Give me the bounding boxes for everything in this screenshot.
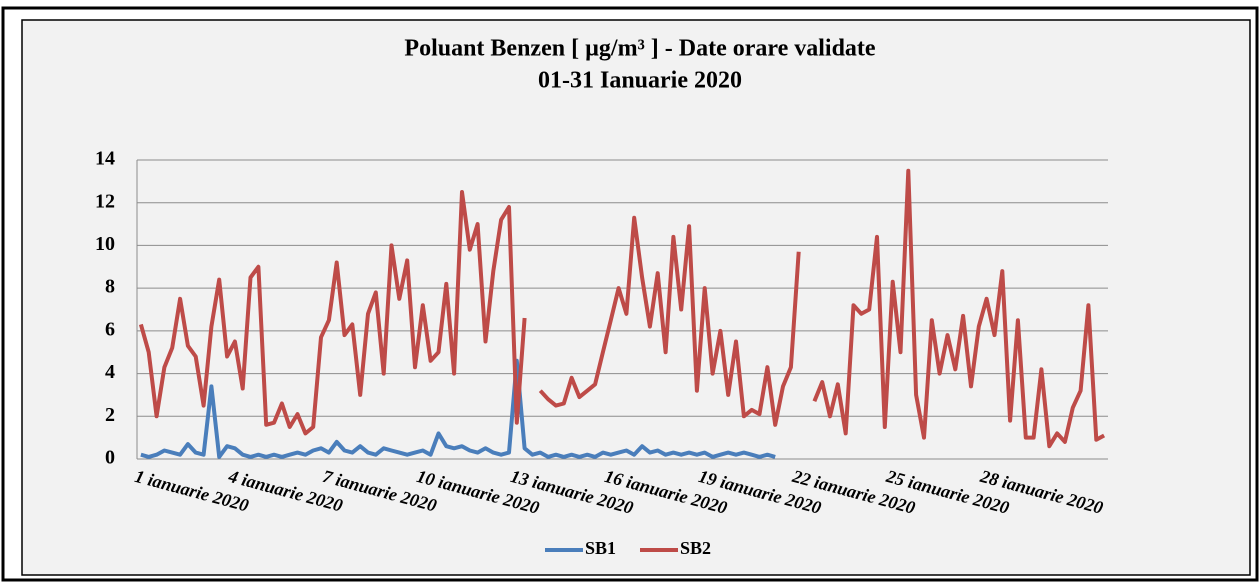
y-tick-label: 12	[95, 190, 115, 212]
y-tick-label: 4	[105, 361, 115, 383]
y-tick-label: 10	[95, 233, 115, 255]
y-tick-label: 6	[105, 318, 115, 340]
chart-subtitle: 01-31 Ianuarie 2020	[538, 68, 742, 94]
chart-title: Poluant Benzen [ µg/m³ ] - Date orare va…	[404, 36, 876, 62]
y-tick-label: 14	[95, 148, 115, 170]
line-series	[138, 168, 1106, 449]
y-tick-label: 2	[105, 404, 115, 426]
plot-area	[137, 160, 1108, 459]
y-tick-label: 8	[105, 276, 115, 298]
line-series	[140, 358, 776, 459]
legend-label: SB2	[680, 538, 711, 558]
y-tick-label: 0	[105, 447, 115, 469]
legend-label: SB1	[585, 538, 616, 558]
